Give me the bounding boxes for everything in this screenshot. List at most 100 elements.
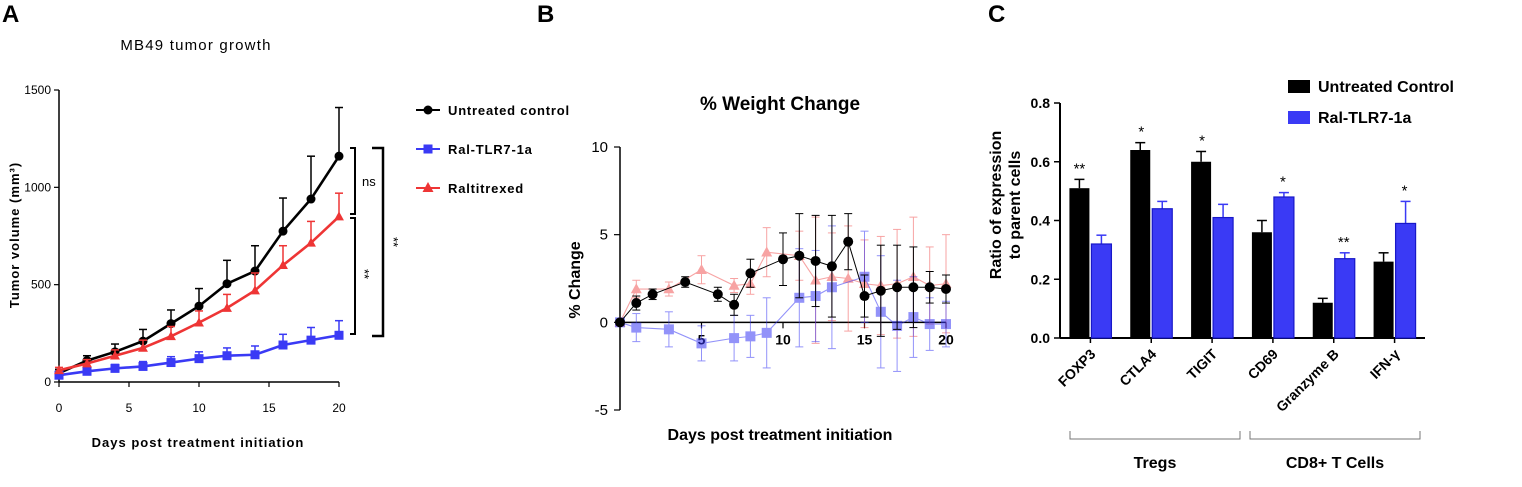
- a-point-raltitrexed-7: [250, 285, 260, 295]
- a-point-ral-tlr7-1a-10: [334, 330, 344, 340]
- c-ytick-label-0.6: 0.6: [1031, 154, 1051, 170]
- c-bar-ral-tlr7-1a-ctla4: [1151, 208, 1173, 339]
- panel-c-label: C: [988, 1, 1005, 28]
- chart-c-groups: Tregs CD8+ T Cells: [1069, 431, 1421, 472]
- c-sig-tigit: *: [1199, 132, 1205, 149]
- group-bracket-cd8: [1249, 431, 1421, 440]
- c-ytick-label-0.8: 0.8: [1031, 95, 1051, 111]
- c-bar-ral-tlr7-1a-granzyme-b: [1334, 258, 1356, 339]
- a-point-untreated-control-10: [334, 151, 344, 161]
- c-bar-ral-tlr7-1a-ifn: [1394, 222, 1417, 339]
- a-ytick-label-500: 500: [31, 278, 51, 292]
- b-point-untreated-control-2: [647, 289, 658, 300]
- a-ytick-label-1000: 1000: [24, 180, 51, 194]
- chart-a-legend: Untreated control Ral-TLR7-1a Raltitrexe…: [416, 103, 570, 196]
- c-bar-ral-tlr7-1a-cd69: [1273, 196, 1295, 339]
- chart-c-ylabel-line-1: Ratio of expression: [988, 131, 1005, 279]
- legend-c-swatch-untreated: [1288, 80, 1310, 93]
- b-point-untreated-control-9: [810, 255, 821, 266]
- legend-c-swatch-ral: [1288, 111, 1310, 124]
- a-point-raltitrexed-6: [222, 302, 232, 312]
- chart-b-ylabel: % Change: [567, 241, 584, 318]
- c-ytick-label-0.4: 0.4: [1031, 213, 1051, 229]
- chart-a-title: MB49 tumor growth: [120, 37, 271, 54]
- group-label-tregs: Tregs: [1134, 455, 1177, 472]
- chart-b-plot: [614, 213, 952, 372]
- b-point-untreated-control-6: [745, 268, 756, 279]
- b-point-untreated-control-17: [941, 284, 951, 295]
- a-point-ral-tlr7-1a-0: [54, 370, 64, 380]
- b-ytick-label--5: -5: [595, 402, 608, 419]
- c-xtick-label-ctla4: CTLA4: [1116, 346, 1159, 389]
- b-point-raltitrexed-10: [842, 272, 854, 283]
- panel-a-label: A: [2, 1, 19, 28]
- c-sig-cd69: *: [1280, 174, 1286, 191]
- c-sig-granzyme-b: **: [1338, 234, 1350, 251]
- chart-b-title: % Weight Change: [700, 94, 860, 115]
- a-xtick-label-20: 20: [332, 401, 346, 415]
- legend-a-label-raltitrexed: Raltitrexed: [448, 181, 524, 196]
- a-point-raltitrexed-1: [82, 358, 92, 368]
- legend-a-marker-raltitrexed: [422, 182, 434, 192]
- b-point-untreated-control-1: [631, 298, 642, 309]
- legend-a-marker-ral: [423, 144, 433, 154]
- b-point-raltitrexed-4: [728, 279, 740, 290]
- a-point-raltitrexed-8: [278, 260, 288, 270]
- a-point-ral-tlr7-1a-8: [278, 340, 288, 350]
- b-point-raltitrexed-6: [761, 246, 773, 257]
- b-ytick-label-0: 0: [600, 314, 608, 331]
- c-bar-untreated-control-granzyme-b: [1312, 302, 1333, 338]
- a-point-ral-tlr7-1a-7: [250, 350, 260, 360]
- a-point-raltitrexed-0: [54, 365, 64, 375]
- legend-c-label-untreated: Untreated Control: [1318, 79, 1454, 96]
- a-xtick-label-15: 15: [262, 401, 276, 415]
- b-ytick-label-10: 10: [591, 139, 608, 156]
- a-point-raltitrexed-3: [138, 342, 148, 352]
- chart-c-legend: Untreated Control Ral-TLR7-1a: [1288, 79, 1454, 127]
- legend-a-label-ral: Ral-TLR7-1a: [448, 142, 533, 157]
- b-point-untreated-control-11: [843, 236, 854, 247]
- legend-a-label-untreated: Untreated control: [448, 103, 570, 118]
- c-bar-untreated-control-foxp3: [1069, 188, 1090, 338]
- a-point-ral-tlr7-1a-5: [194, 354, 204, 364]
- c-bar-untreated-control-cd69: [1251, 232, 1272, 338]
- a-xtick-label-5: 5: [126, 401, 133, 415]
- a-xtick-label-10: 10: [192, 401, 206, 415]
- chart-c-ylabel: Ratio of expression to parent cells: [988, 131, 1024, 279]
- a-point-untreated-control-8: [278, 226, 288, 236]
- chart-b-xlabel: Days post treatment initiation: [668, 427, 893, 444]
- a-point-ral-tlr7-1a-3: [138, 361, 148, 371]
- c-xtick-label-cd69: CD69: [1244, 346, 1281, 383]
- b-series-line-ral-tlr7-1a: [619, 276, 946, 344]
- c-sig-ifn: *: [1402, 182, 1408, 199]
- chart-b-axes: -505105101520: [591, 139, 954, 419]
- chart-a-ylabel: Tumor volume (mm³): [7, 162, 22, 308]
- b-point-untreated-control-7: [778, 254, 788, 265]
- a-point-ral-tlr7-1a-2: [110, 363, 120, 373]
- chart-c-ylabel-line-2: to parent cells: [1007, 151, 1024, 260]
- a-series-line-untreated-control: [58, 155, 341, 375]
- c-xtick-label-ifn: IFN-γ: [1367, 346, 1403, 382]
- c-xtick-label-tigit: TIGIT: [1184, 345, 1221, 382]
- group-label-cd8: CD8+ T Cells: [1286, 455, 1384, 472]
- a-point-raltitrexed-4: [166, 331, 176, 341]
- a-point-untreated-control-9: [306, 194, 316, 204]
- sig-bracket-ns: [350, 147, 356, 215]
- c-bar-ral-tlr7-1a-tigit: [1212, 216, 1234, 339]
- b-point-untreated-control-14: [892, 282, 903, 293]
- panel-a: A MB49 tumor growth 0 500 1000 1500 0 5 10 15 20…: [2, 1, 570, 450]
- c-bar-untreated-control-ifn: [1373, 261, 1394, 338]
- c-ytick-label-0.0: 0.0: [1031, 330, 1051, 346]
- c-xtick-label-foxp3: FOXP3: [1055, 346, 1099, 390]
- b-point-raltitrexed-1: [630, 283, 642, 294]
- b-point-untreated-control-15: [908, 282, 919, 293]
- b-point-ral-tlr7-1a-5: [745, 331, 756, 342]
- group-bracket-tregs: [1069, 431, 1241, 440]
- sig-bracket-ral-vs-raltitrexed: [350, 217, 356, 335]
- panel-b-label: B: [537, 1, 554, 28]
- c-sig-ctla4: *: [1138, 124, 1144, 141]
- b-xtick-label-15: 15: [857, 331, 873, 347]
- b-point-ral-tlr7-1a-15: [941, 319, 951, 330]
- panel-b: B % Weight Change -505105101520 Days pos…: [537, 1, 954, 444]
